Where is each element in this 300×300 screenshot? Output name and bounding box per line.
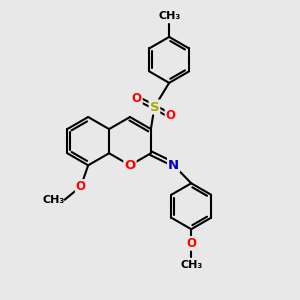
Text: O: O <box>124 159 136 172</box>
Text: CH₃: CH₃ <box>158 11 180 21</box>
Text: O: O <box>186 237 196 250</box>
Text: N: N <box>168 158 179 172</box>
Text: CH₃: CH₃ <box>42 195 64 205</box>
Text: S: S <box>150 100 159 113</box>
Text: O: O <box>166 109 176 122</box>
Text: O: O <box>132 92 142 105</box>
Text: O: O <box>76 180 86 193</box>
Text: CH₃: CH₃ <box>180 260 203 269</box>
